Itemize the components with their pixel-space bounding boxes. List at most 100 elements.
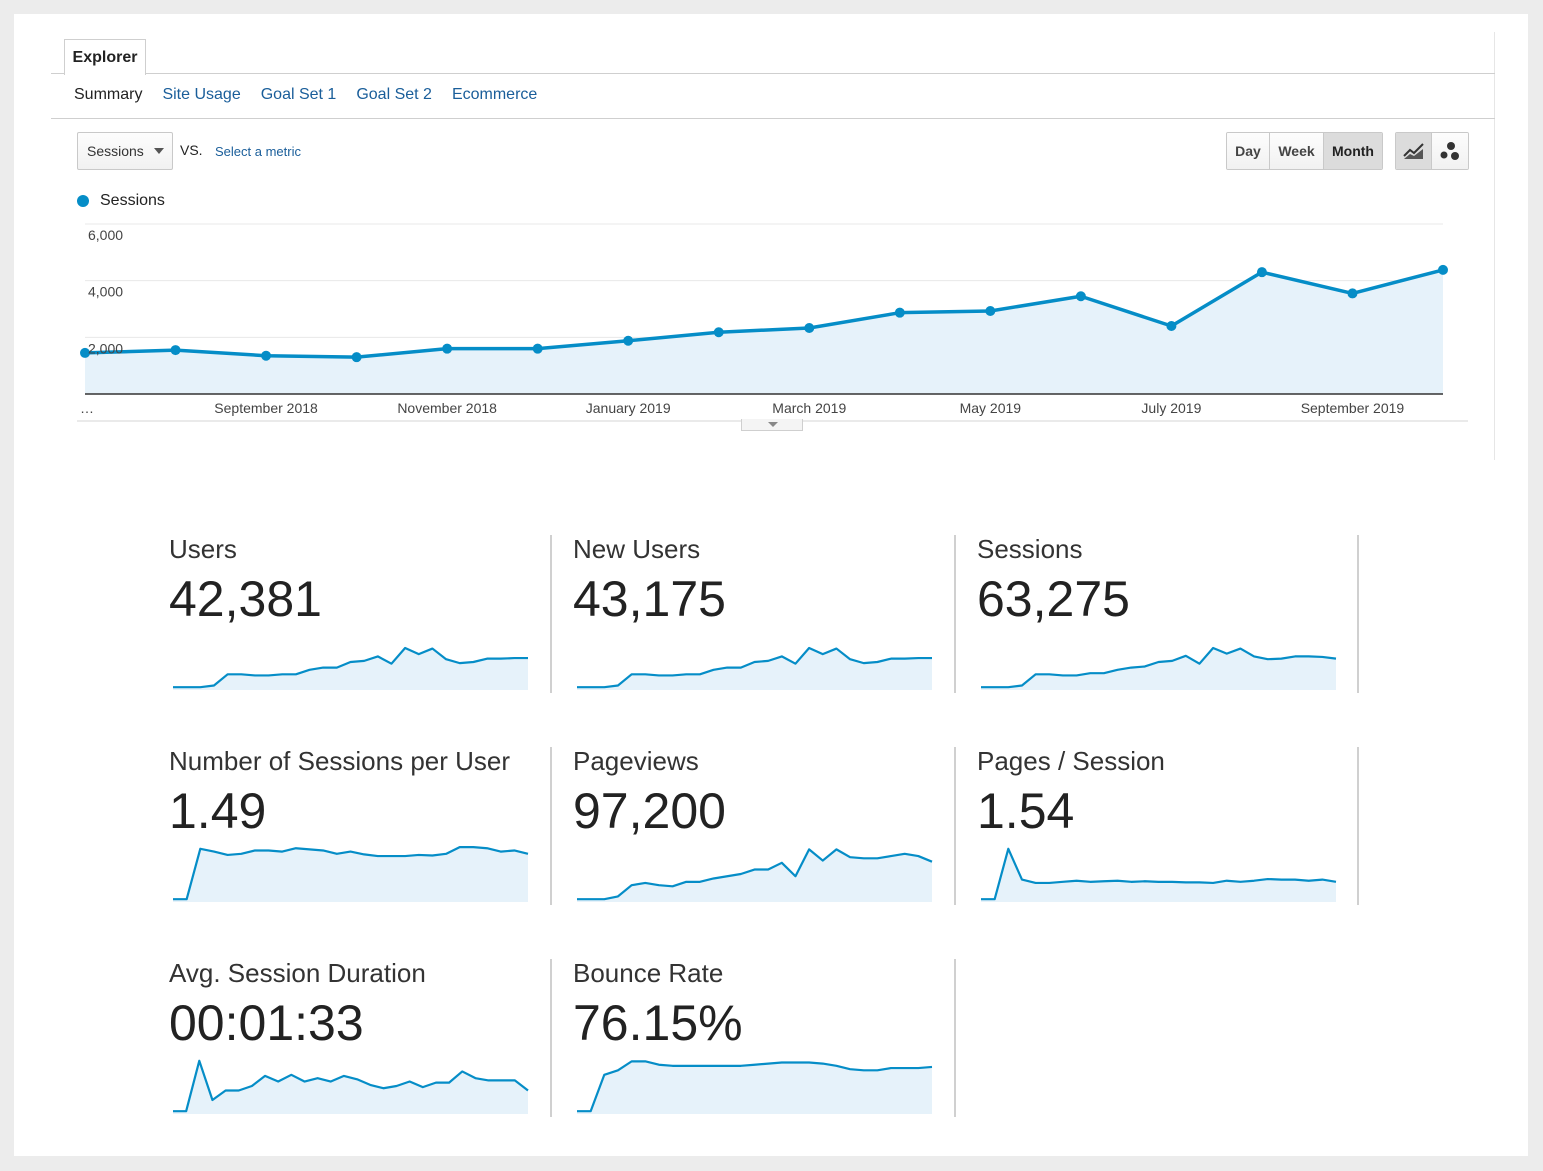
data-point: [261, 350, 272, 361]
series-line: [84, 268, 1444, 359]
tab-explorer-label: Explorer: [72, 48, 138, 66]
sparkline: [173, 846, 529, 902]
sparkline-line: [173, 646, 528, 689]
card-divider: [1357, 535, 1359, 693]
subtab-bar: Summary Site Usage Goal Set 1 Goal Set 2…: [74, 86, 557, 104]
week-button[interactable]: Week: [1270, 133, 1324, 169]
chart-type-toggle: [1395, 132, 1469, 170]
tab-divider-gap: [65, 73, 145, 74]
x-tick-label: July 2019: [1141, 400, 1201, 416]
y-tick-label: 2,000: [88, 340, 123, 356]
data-point: [1256, 267, 1267, 278]
series-area: [85, 269, 1443, 394]
data-point: [894, 307, 905, 318]
sparkline: [981, 646, 1337, 690]
data-point: [532, 343, 543, 354]
scorecard-title: Users: [169, 534, 237, 564]
data-point: [80, 347, 90, 358]
data-point: [1075, 291, 1086, 302]
chevron-down-icon: [768, 422, 778, 427]
scorecard-title: Pageviews: [573, 746, 699, 776]
scorecard-new-users[interactable]: New Users 43,175: [573, 534, 953, 692]
x-tick-label: September 2019: [1301, 400, 1405, 416]
subtab-ecommerce[interactable]: Ecommerce: [451, 86, 538, 103]
data-point: [804, 322, 815, 333]
sparkline-line: [981, 646, 1337, 689]
card-divider: [550, 535, 552, 693]
subtab-summary[interactable]: Summary: [74, 86, 143, 103]
sparkline-area: [173, 648, 528, 690]
subtab-site-usage[interactable]: Site Usage: [162, 86, 241, 103]
sparkline: [981, 847, 1337, 902]
metric-dropdown[interactable]: Sessions: [77, 132, 173, 170]
panel-border: [1494, 32, 1495, 460]
sparkline-line: [577, 848, 933, 901]
scorecard-avg-session-duration[interactable]: Avg. Session Duration 00:01:33: [169, 958, 549, 1116]
sparkline-area: [577, 849, 932, 902]
scorecard-value: 1.49: [169, 783, 267, 839]
select-metric-link[interactable]: Select a metric: [215, 144, 301, 159]
sparkline-area: [173, 847, 528, 902]
subtab-divider: [51, 118, 1495, 119]
chart-legend: Sessions: [77, 192, 165, 210]
legend-marker: [77, 195, 89, 207]
sparkline-line: [981, 847, 1337, 901]
scorecard-value: 1.54: [977, 783, 1075, 839]
data-point: [1438, 264, 1448, 275]
sessions-line-chart: 2,000 4,000 6,000 … September 2018 November 2…: [77, 223, 1468, 422]
line-chart-icon: [1402, 143, 1424, 159]
card-divider: [954, 959, 956, 1117]
y-tick-label: 6,000: [88, 227, 123, 243]
sparkline-area: [173, 1060, 528, 1114]
day-button[interactable]: Day: [1227, 133, 1270, 169]
sparkline: [173, 646, 528, 690]
data-point: [351, 352, 362, 363]
scorecard-sessions[interactable]: Sessions 63,275: [977, 534, 1357, 692]
metric-dropdown-value: Sessions: [87, 143, 144, 159]
tab-explorer[interactable]: Explorer: [64, 39, 146, 75]
sparkline-line: [577, 1060, 933, 1113]
card-divider: [550, 959, 552, 1117]
scorecard-pageviews[interactable]: Pageviews 97,200: [573, 746, 953, 904]
scorecard-value: 43,175: [573, 571, 726, 627]
data-point: [1166, 321, 1177, 331]
scorecard-value: 63,275: [977, 571, 1130, 627]
scorecard-value: 00:01:33: [169, 995, 364, 1051]
tab-divider: [51, 73, 1495, 74]
line-chart-button[interactable]: [1396, 133, 1432, 169]
y-tick-label: 4,000: [88, 284, 123, 300]
x-tick-label: …: [80, 400, 94, 416]
sparkline: [173, 1059, 529, 1114]
chart-expand-handle[interactable]: [741, 419, 803, 431]
scorecard-title: Pages / Session: [977, 746, 1165, 776]
data-point: [170, 345, 181, 356]
data-point: [713, 327, 724, 338]
card-divider: [954, 535, 956, 693]
period-toggle: Day Week Month: [1226, 132, 1383, 170]
sparkline: [577, 646, 932, 690]
card-divider: [1357, 747, 1359, 905]
card-divider: [954, 747, 956, 905]
subtab-goal-set-2[interactable]: Goal Set 2: [356, 86, 432, 103]
sparkline-area: [981, 848, 1336, 902]
scorecard-users[interactable]: Users 42,381: [169, 534, 549, 692]
subtab-goal-set-1[interactable]: Goal Set 1: [260, 86, 337, 103]
x-tick-label: January 2019: [586, 400, 671, 416]
month-button[interactable]: Month: [1324, 133, 1382, 169]
x-tick-label: May 2019: [960, 400, 1022, 416]
scorecard-pages-per-session[interactable]: Pages / Session 1.54: [977, 746, 1357, 904]
x-tick-label: March 2019: [772, 400, 846, 416]
chevron-down-icon: [154, 148, 164, 154]
scorecard-sessions-per-user[interactable]: Number of Sessions per User 1.49: [169, 746, 549, 904]
motion-chart-button[interactable]: [1432, 133, 1468, 169]
sparkline-line: [173, 846, 529, 901]
card-divider: [550, 747, 552, 905]
sparkline: [577, 1060, 933, 1114]
legend-label[interactable]: Sessions: [100, 192, 165, 209]
sparkline-line: [577, 646, 932, 689]
scorecard-bounce-rate[interactable]: Bounce Rate 76.15%: [573, 958, 953, 1116]
data-point: [985, 305, 996, 316]
scorecard-title: Number of Sessions per User: [169, 746, 511, 776]
scorecard-value: 76.15%: [573, 995, 743, 1051]
data-point: [1347, 288, 1358, 299]
